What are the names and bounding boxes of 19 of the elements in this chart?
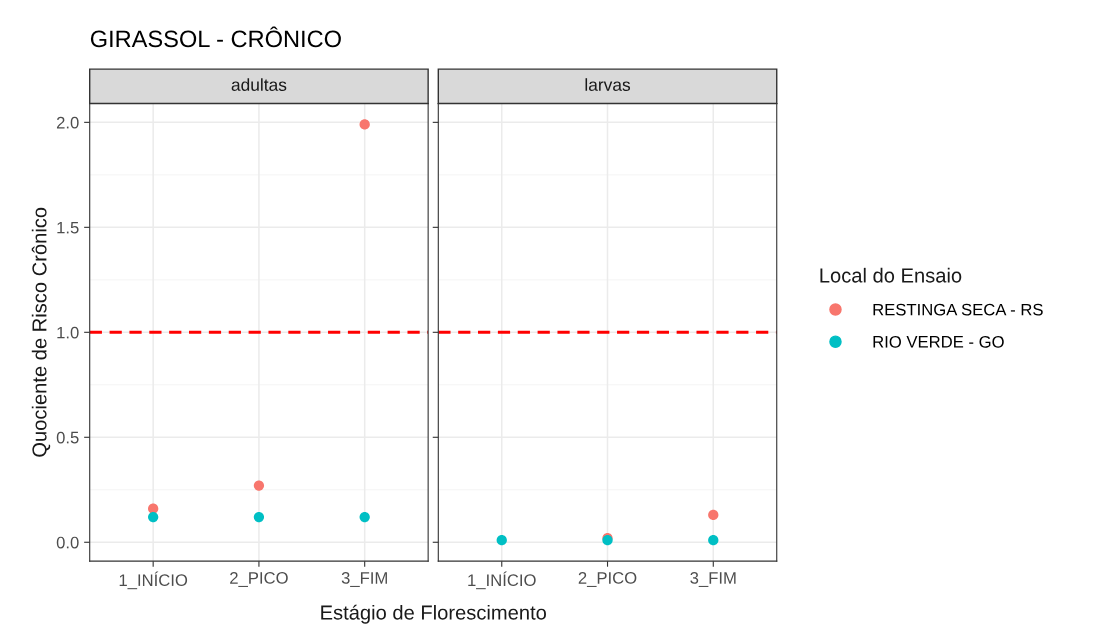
x-tick-label: 3_FIM (341, 572, 387, 587)
x-axis-title: Estágio de Florescimento (321, 604, 546, 624)
legend-label: RIO VERDE - GO (873, 335, 1004, 348)
y-tick-label: 2.0 (56, 116, 79, 129)
x-tick-label: 2_PICO (230, 572, 288, 587)
x-tick-label: 1_INÍCIO (119, 571, 188, 590)
legend-label: RESTINGA SECA - RS (873, 303, 1043, 316)
y-axis-title: Quociente de Risco Crônico (31, 207, 51, 457)
chart-subtitle: larvas (585, 78, 631, 91)
x-tick-label: 3_FIM (690, 572, 736, 587)
legend-title: Local do Ensaio (820, 267, 962, 283)
x-tick-label: 2_PICO (578, 572, 637, 587)
x-tick-label: 1_INÍCIO (468, 571, 536, 590)
y-tick-label: 1.5 (57, 221, 79, 234)
chart-subtitle: adultas (231, 78, 287, 91)
y-tick-label: 0.5 (56, 431, 79, 444)
y-tick-label: 0.0 (56, 536, 79, 549)
y-tick-label: 1.0 (57, 326, 79, 339)
chart-title: GIRASSOL - CRÔNICO (90, 26, 341, 48)
